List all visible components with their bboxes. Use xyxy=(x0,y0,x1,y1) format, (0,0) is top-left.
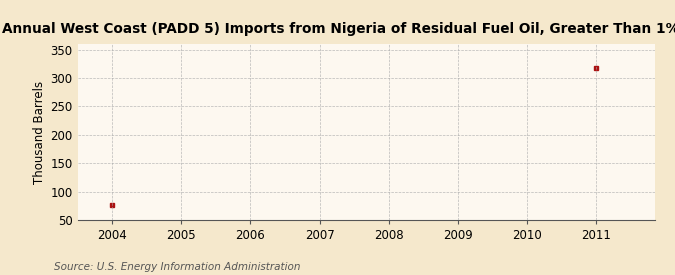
Text: Source: U.S. Energy Information Administration: Source: U.S. Energy Information Administ… xyxy=(54,262,300,272)
Y-axis label: Thousand Barrels: Thousand Barrels xyxy=(33,80,47,184)
Title: Annual West Coast (PADD 5) Imports from Nigeria of Residual Fuel Oil, Greater Th: Annual West Coast (PADD 5) Imports from … xyxy=(2,22,675,36)
